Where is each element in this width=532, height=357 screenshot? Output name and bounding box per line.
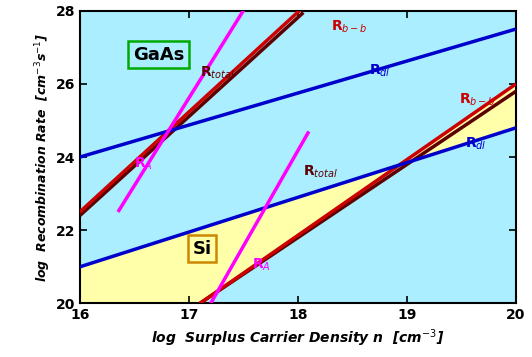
Text: R$_{b-b}$: R$_{b-b}$ <box>459 92 496 109</box>
Text: R$_{A}$: R$_{A}$ <box>134 156 153 172</box>
Text: Si: Si <box>193 240 212 257</box>
Text: R$_{b-b}$: R$_{b-b}$ <box>330 19 367 35</box>
Text: R$_{total}$: R$_{total}$ <box>303 164 338 180</box>
Text: GaAs: GaAs <box>132 46 184 64</box>
Text: R$_{dl}$: R$_{dl}$ <box>369 63 390 79</box>
Y-axis label: log  Recombination Rate  [cm$^{-3}$s$^{-1}$]: log Recombination Rate [cm$^{-3}$s$^{-1}… <box>33 32 53 282</box>
Text: R$_{total}$: R$_{total}$ <box>200 65 235 81</box>
X-axis label: log  Surplus Carrier Density n  [cm$^{-3}$]: log Surplus Carrier Density n [cm$^{-3}$… <box>151 328 445 350</box>
Text: R$_{A}$: R$_{A}$ <box>252 257 271 273</box>
Text: R$_{dl}$: R$_{dl}$ <box>465 136 486 152</box>
